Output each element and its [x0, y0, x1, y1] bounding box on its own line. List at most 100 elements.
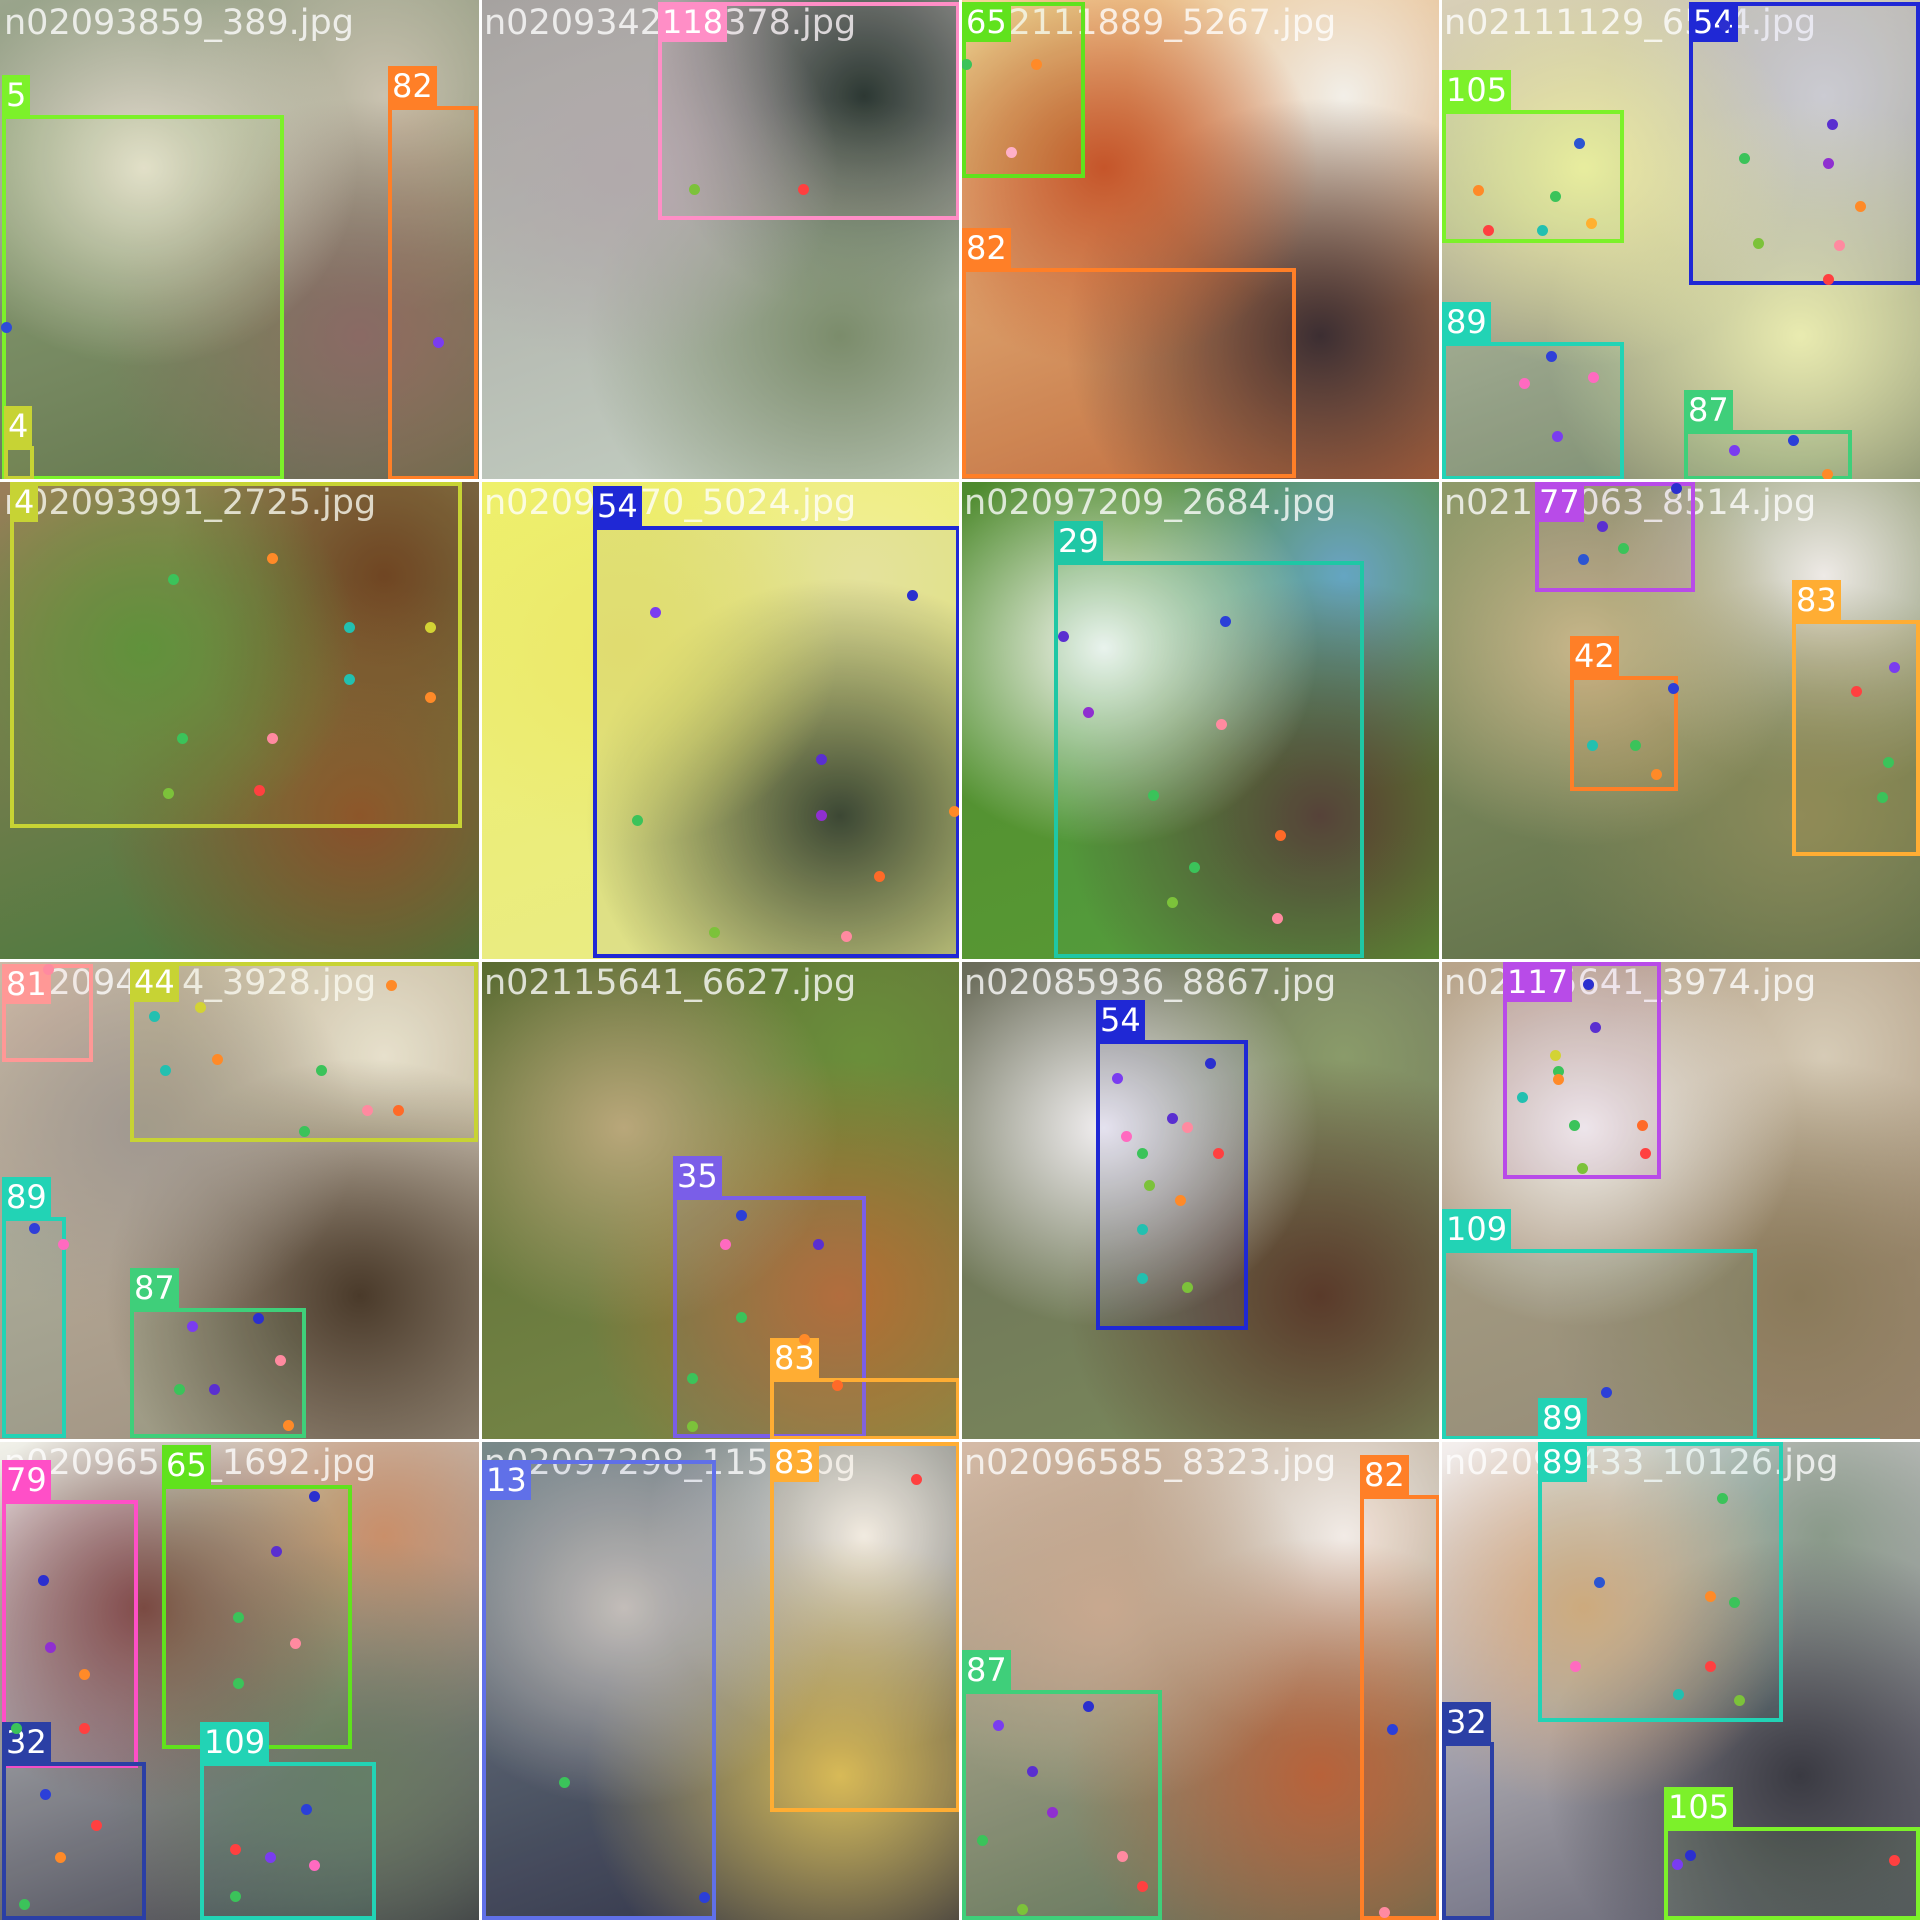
keypoint — [78, 1722, 90, 1734]
keypoint — [689, 184, 701, 196]
keypoint — [392, 1104, 404, 1116]
keypoint — [253, 1313, 265, 1325]
class-label: 89 — [2, 1177, 51, 1217]
keypoint — [558, 1777, 570, 1788]
tile-filename: n02097209_2684.jpg — [964, 483, 1337, 523]
keypoint — [1121, 1130, 1133, 1142]
bounding-box: 5 — [2, 75, 284, 480]
keypoint — [186, 1321, 198, 1333]
class-label: 32 — [2, 1722, 51, 1762]
keypoint — [1549, 191, 1561, 203]
keypoint — [37, 1575, 49, 1587]
keypoint — [949, 806, 960, 818]
class-label: 83 — [770, 1442, 819, 1482]
keypoint — [1174, 1194, 1186, 1206]
bounding-box: 87 — [130, 1268, 306, 1438]
tile-divider — [0, 1439, 1920, 1442]
keypoint — [18, 1899, 30, 1911]
keypoint — [1205, 1058, 1216, 1070]
bounding-box: 87 — [962, 1650, 1162, 1920]
class-label: 89 — [1442, 302, 1491, 342]
keypoint — [1137, 1880, 1148, 1892]
bounding-box: 82 — [962, 228, 1296, 478]
keypoint — [812, 1239, 824, 1251]
keypoint — [1473, 184, 1485, 196]
class-label: 54 — [593, 486, 642, 526]
keypoint — [1136, 1148, 1148, 1160]
tile-filename: n02115641_6627.jpg — [484, 963, 857, 1003]
keypoint — [299, 1126, 310, 1138]
tile-divider — [1439, 0, 1442, 1920]
class-label: 109 — [1442, 1209, 1512, 1249]
class-label: 82 — [1360, 1455, 1409, 1495]
tile-filename: n02093859_389.jpg — [4, 3, 354, 43]
class-label: 42 — [1570, 636, 1619, 676]
keypoint — [1684, 1849, 1696, 1861]
bounding-box: 54 — [1096, 1000, 1248, 1330]
class-label: 82 — [962, 228, 1011, 268]
keypoint — [1553, 1074, 1565, 1086]
keypoint — [1753, 237, 1765, 249]
keypoint — [425, 691, 437, 703]
keypoint — [344, 674, 355, 686]
bounding-box: 65 — [162, 1445, 352, 1749]
keypoint — [832, 1379, 844, 1391]
class-label: 105 — [1664, 1787, 1734, 1827]
keypoint — [907, 590, 919, 602]
class-label: 83 — [1792, 580, 1841, 620]
keypoint — [1883, 756, 1894, 768]
keypoint — [1889, 662, 1901, 674]
keypoint — [1, 321, 12, 333]
keypoint — [1573, 138, 1585, 150]
keypoint — [1188, 861, 1200, 873]
keypoint — [316, 1065, 328, 1076]
keypoint — [1027, 1765, 1038, 1777]
keypoint — [1387, 1723, 1398, 1735]
image-tile: n02093428_7378.jpg118 — [480, 0, 960, 480]
class-label: 77 — [1535, 482, 1584, 522]
keypoint — [1058, 631, 1070, 643]
keypoint — [1729, 445, 1741, 456]
class-label: 87 — [1684, 390, 1733, 430]
bounding-box: 35 — [673, 1156, 866, 1438]
keypoint — [735, 1312, 747, 1323]
keypoint — [10, 1722, 22, 1734]
keypoint — [361, 1104, 373, 1116]
keypoint — [1083, 706, 1095, 718]
keypoint — [167, 573, 179, 585]
image-tile: n02094570_5024.jpg 54 — [480, 480, 960, 960]
keypoint — [230, 1843, 242, 1855]
keypoint — [432, 336, 444, 348]
keypoint — [799, 1333, 811, 1345]
class-label: 54 — [1689, 2, 1738, 42]
bounding-box: 42 — [1570, 636, 1678, 791]
keypoint — [1589, 1022, 1601, 1034]
bounding-box: 65 — [962, 2, 1085, 178]
bounding-box: 29 — [1054, 521, 1364, 958]
keypoint — [1379, 1906, 1390, 1918]
keypoint — [1670, 482, 1682, 494]
bounding-box: 109 — [200, 1722, 376, 1920]
class-label: 29 — [1054, 521, 1103, 561]
keypoint — [54, 1851, 66, 1863]
bounding-box: 54 — [593, 486, 960, 958]
keypoint — [1704, 1591, 1716, 1602]
bounding-box: 89 — [1442, 302, 1624, 480]
keypoint — [40, 1788, 52, 1800]
keypoint — [1651, 768, 1663, 780]
bounding-box: 81 — [2, 964, 93, 1062]
class-label: 117 — [1503, 962, 1573, 1002]
keypoint — [1216, 718, 1228, 730]
image-tile: n02094114_3928.jpg 81 44 89 87 — [0, 960, 480, 1440]
keypoint — [1822, 158, 1834, 170]
keypoint — [78, 1669, 90, 1681]
keypoint — [44, 1642, 56, 1654]
image-tile: n02096585_8323.jpg 87 82 — [960, 1440, 1440, 1920]
keypoint — [1569, 1119, 1581, 1131]
bounding-box: 77 — [1535, 482, 1695, 592]
keypoint — [815, 754, 827, 766]
keypoint — [841, 931, 853, 943]
keypoint — [230, 1891, 242, 1903]
class-label: 87 — [962, 1650, 1011, 1690]
